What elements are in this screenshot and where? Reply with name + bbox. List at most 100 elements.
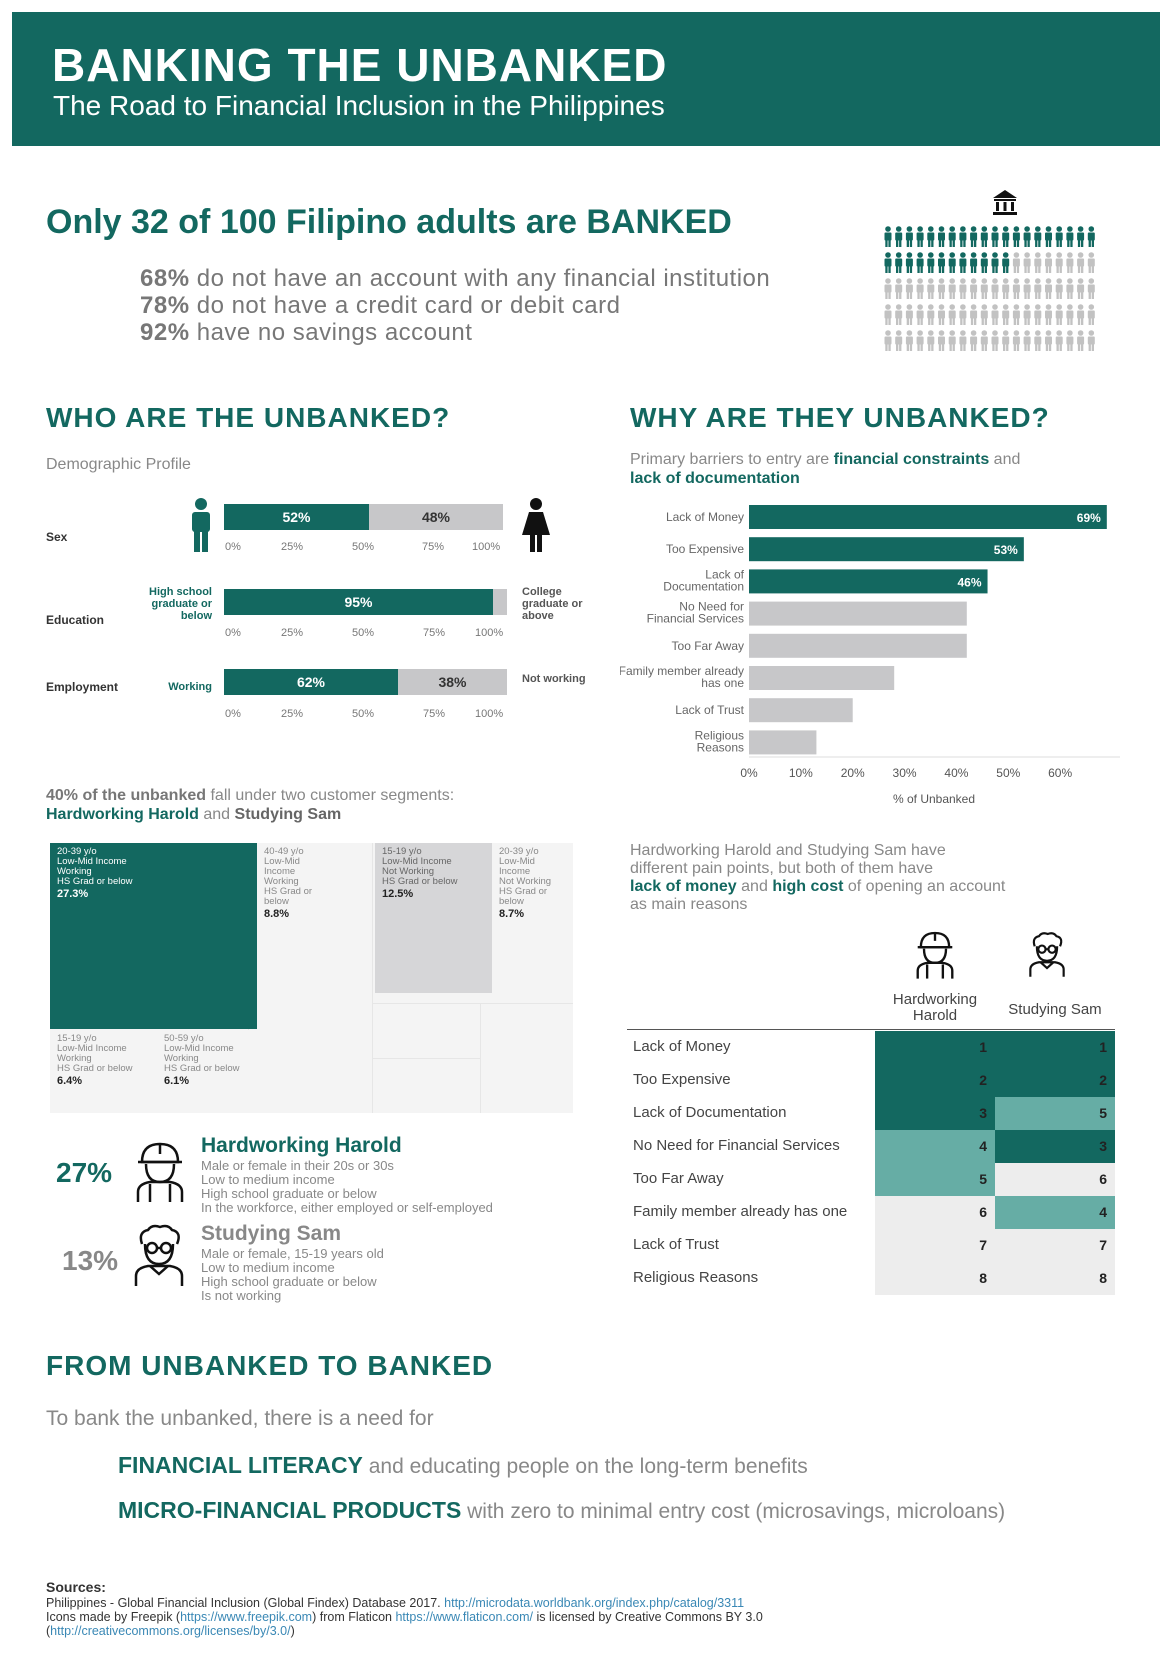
person-icon [991,304,999,325]
sam-description: Male or female, 15-19 years old Low to me… [201,1246,384,1303]
person-body [970,258,978,267]
person-body [1077,284,1085,293]
person-leg [970,240,974,247]
person-leg [1067,318,1070,325]
person-icon [905,304,913,325]
person-body [895,258,903,267]
person-head [1024,226,1030,232]
person-head [895,226,902,232]
row-label-sex: Sex [46,530,68,544]
person-leg [960,240,963,247]
source-link[interactable]: http://microdata.worldbank.org/index.php… [444,1596,745,1610]
person-leg [984,266,987,273]
employment-bar-not-working: 38% [398,669,507,695]
person-leg [960,344,963,351]
person-head [1002,252,1009,258]
person-leg [917,344,920,351]
person-body [980,232,988,241]
person-icon [1002,226,1010,247]
person-head [1077,278,1084,284]
rank-row-label: No Need for Financial Services [633,1137,840,1154]
treemap-divider [373,1058,480,1059]
person-leg [1038,240,1041,247]
male-icon [192,498,210,552]
person-leg [1003,240,1006,247]
person-body [1034,284,1042,293]
person-head [885,252,891,258]
person-leg [952,318,955,325]
person-head [981,330,988,336]
category-label: Lack of [705,567,744,581]
person-leg [1035,240,1038,247]
person-leg [938,344,942,351]
person-icon [970,278,978,299]
person-body [1034,310,1042,319]
person-leg [992,318,995,325]
employment-right-label: Not working [522,673,586,685]
person-leg [995,344,998,351]
person-icon [938,252,945,273]
person-body [1077,232,1085,241]
category-label: Religious [695,728,744,742]
person-body [927,284,935,293]
person-leg [1006,266,1009,273]
person-leg [1013,240,1016,247]
person-leg [960,266,963,273]
person-head [885,278,891,284]
person-icon [927,226,935,247]
person-leg [984,292,987,299]
person-leg [941,292,945,299]
person-head [960,304,966,310]
rank-row: Lack of Money 1 1 [627,1031,1115,1064]
person-body [959,336,967,345]
person-leg [885,240,888,247]
person-leg [1048,344,1052,351]
person-head [1088,226,1095,232]
person-head [938,330,945,336]
person-leg [974,344,977,351]
rank-row-label: Lack of Documentation [633,1104,787,1121]
person-body [980,258,988,267]
source-link[interactable]: http://creativecommons.org/licenses/by/3… [50,1624,291,1638]
tick-label: 50% [996,766,1020,780]
person-head [949,226,955,232]
person-leg [963,292,966,299]
sex-bar-female: 48% [369,504,503,530]
education-left-label: High school graduate or below [149,586,212,622]
source-link[interactable]: https://www.freepik.com [180,1610,313,1624]
person-icon [927,304,935,325]
recommendation-literacy: FINANCIAL LITERACY and educating people … [118,1452,808,1478]
header-banner [12,12,1160,146]
person-head [1035,304,1041,310]
person-leg [1081,240,1084,247]
tick: 100% [475,627,504,639]
source-link[interactable]: https://www.flaticon.com/ [395,1610,534,1624]
person-head [960,330,966,336]
person-icon [905,226,913,247]
person-leg [995,240,998,247]
harold-column-header: Hardworking Harold [892,991,978,1024]
person-head [885,304,891,310]
treemap-cell-15-19-working: 15-19 y/o Low-Mid Income Working HS Grad or… [50,1030,156,1113]
person-leg [1016,266,1020,273]
person-leg [1016,318,1020,325]
person-body [884,258,892,267]
person-leg [1059,240,1062,247]
person-head [949,304,955,310]
person-icon [970,330,978,351]
category-label: has one [701,676,744,690]
person-icon [927,330,935,351]
person-leg [1045,344,1049,351]
person-head [1088,252,1095,258]
person-icon [938,278,945,299]
person-body [1055,232,1063,241]
person-leg [1003,292,1006,299]
person-leg [909,344,913,351]
person-icon [991,278,999,299]
person-leg [896,344,899,351]
person-icon [916,330,924,351]
person-icon [1012,278,1020,299]
person-body [1023,336,1031,345]
person-leg [1088,240,1091,247]
person-head [1035,226,1041,232]
